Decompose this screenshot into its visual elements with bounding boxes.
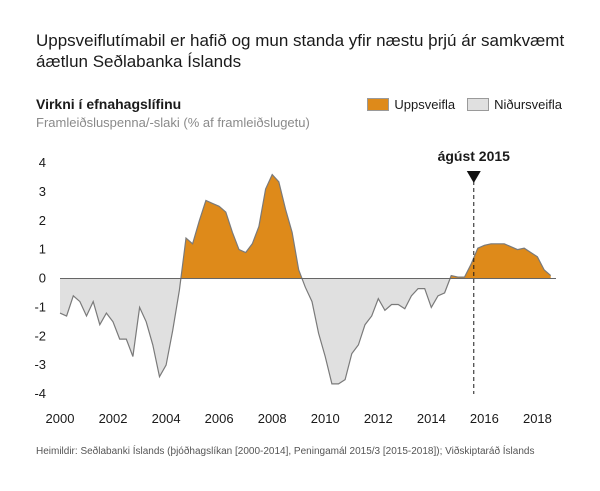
output-gap-line	[59, 173, 552, 385]
headline: Uppsveiflutímabil er hafið og mun standa…	[36, 31, 565, 71]
legend-swatch-upswing	[367, 98, 390, 111]
x-tick-label-8: 2016	[470, 411, 499, 426]
legend-item-upswing: Uppsveifla	[367, 97, 455, 112]
x-tick-label-1: 2002	[99, 411, 128, 426]
legend-swatch-downswing	[467, 98, 490, 111]
chart-title: Virkni í efnahagslífinu	[36, 96, 182, 112]
x-tick-label-3: 2006	[205, 411, 234, 426]
source-note: Heimildir: Seðlabanki Íslands (þjóðhagsl…	[36, 446, 535, 457]
x-tick-label-5: 2010	[311, 411, 340, 426]
x-tick-label-2: 2004	[152, 411, 181, 426]
legend-item-downswing: Niðursveifla	[467, 97, 562, 112]
chart-subtitle: Framleiðsluspenna/-slaki (% af framleiðs…	[36, 115, 310, 130]
y-tick-label-2: 2	[39, 213, 46, 228]
x-tick-label-6: 2012	[364, 411, 393, 426]
x-tick-label-0: 2000	[46, 411, 75, 426]
y-tick-label-7: -3	[34, 357, 46, 372]
x-tick-label-9: 2018	[523, 411, 552, 426]
downswing-area-0	[60, 278, 181, 377]
annotation-arrow	[466, 171, 481, 183]
y-tick-label-3: 1	[39, 242, 46, 257]
y-tick-label-0: 4	[39, 155, 46, 170]
y-tick-label-6: -2	[34, 328, 46, 343]
upswing-area-1	[180, 174, 302, 279]
y-tick-label-4: 0	[39, 271, 46, 286]
x-tick-label-4: 2008	[258, 411, 287, 426]
y-tick-label-5: -1	[34, 299, 46, 314]
legend-label-downswing: Niðursveifla	[494, 97, 562, 112]
downswing-area-2	[302, 278, 451, 384]
y-tick-label-1: 3	[39, 184, 46, 199]
upswing-area-3	[450, 243, 551, 279]
x-tick-label-7: 2014	[417, 411, 446, 426]
annotation-label: ágúst 2015	[438, 148, 511, 164]
y-tick-label-8: -4	[34, 386, 46, 401]
legend: Uppsveifla Niðursveifla	[355, 97, 562, 112]
legend-label-upswing: Uppsveifla	[394, 97, 456, 112]
